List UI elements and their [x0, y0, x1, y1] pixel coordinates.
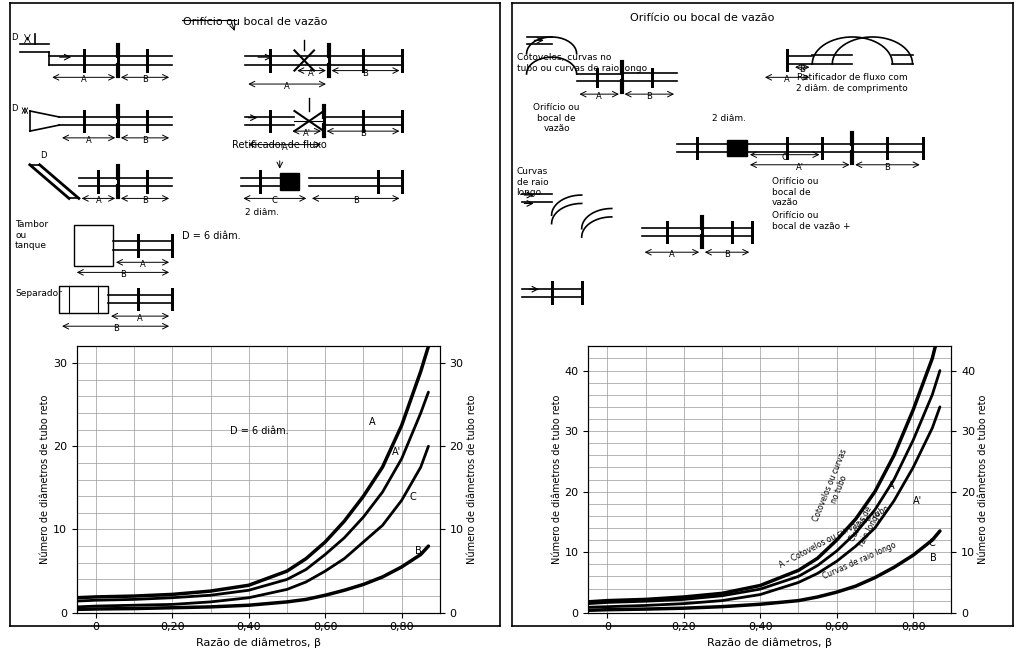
Text: Orifício ou
bocal de vazão +: Orifício ou bocal de vazão +: [772, 211, 851, 230]
Bar: [59, 286, 108, 313]
Text: A: A: [888, 481, 895, 491]
Y-axis label: Número de diâmetros de tubo reto: Número de diâmetros de tubo reto: [466, 395, 477, 564]
Text: Cotovelos ou curvas
no tubo: Cotovelos ou curvas no tubo: [811, 448, 858, 527]
Text: 2 diâm.: 2 diâm.: [712, 114, 746, 123]
Text: A: A: [140, 260, 145, 269]
Y-axis label: Número de diâmetros de tubo reto: Número de diâmetros de tubo reto: [551, 395, 562, 564]
Text: Retificador de fluxo: Retificador de fluxo: [232, 140, 327, 150]
Text: D: D: [11, 33, 17, 43]
Text: Orifício ou bocal de vazão: Orifício ou bocal de vazão: [630, 13, 774, 23]
Text: Retificador de fluxo com
2 diâm. de comprimento: Retificador de fluxo com 2 diâm. de comp…: [797, 73, 908, 93]
Bar: [74, 225, 114, 266]
Bar: [727, 140, 747, 157]
Text: B: B: [415, 546, 421, 557]
Text: A – Cotovelos ou curvas no tubo: A – Cotovelos ou curvas no tubo: [777, 503, 890, 569]
Text: B: B: [799, 65, 805, 75]
Text: C: C: [782, 153, 788, 162]
Text: A: A: [669, 250, 675, 259]
Text: B: B: [120, 270, 126, 280]
Text: B: B: [142, 136, 148, 145]
Text: B: B: [360, 129, 366, 138]
Text: A: A: [281, 143, 287, 152]
Text: D = 6 diâm.: D = 6 diâm.: [182, 230, 240, 241]
Text: Curvas de
raio longo: Curvas de raio longo: [848, 505, 883, 548]
Text: A: A: [785, 75, 790, 85]
X-axis label: Razão de diâmetros, β: Razão de diâmetros, β: [195, 638, 321, 649]
Text: B: B: [113, 324, 119, 333]
Text: C: C: [409, 492, 416, 502]
Text: Orifício ou
bocal de
vazão: Orifício ou bocal de vazão: [533, 103, 580, 133]
Text: Cotovelos, curvas no
tubo ou curvas de raio longo: Cotovelos, curvas no tubo ou curvas de r…: [517, 53, 647, 73]
Text: Separador: Separador: [15, 289, 62, 298]
Text: D: D: [40, 151, 46, 160]
Text: D: D: [11, 104, 17, 113]
Text: Orifício ou
bocal de
vazão: Orifício ou bocal de vazão: [772, 177, 818, 207]
Text: B: B: [930, 553, 937, 563]
Text: B: B: [724, 250, 730, 259]
Text: B: B: [353, 196, 359, 205]
Y-axis label: Número de diâmetros de tubo reto: Número de diâmetros de tubo reto: [40, 395, 50, 564]
Text: A': A': [308, 69, 315, 78]
Y-axis label: Número de diâmetros de tubo reto: Número de diâmetros de tubo reto: [978, 395, 988, 564]
Text: Curvas de raio longo: Curvas de raio longo: [821, 541, 897, 581]
Text: Orifício ou bocal de vazão: Orifício ou bocal de vazão: [183, 17, 327, 27]
Text: C: C: [272, 196, 278, 205]
Text: A: A: [81, 75, 87, 85]
Text: A: A: [86, 136, 91, 145]
X-axis label: Razão de diâmetros, β: Razão de diâmetros, β: [707, 638, 833, 649]
Text: A: A: [95, 196, 101, 205]
Text: A: A: [369, 418, 375, 428]
Text: 2 diâm.: 2 diâm.: [246, 208, 279, 217]
Text: A': A': [796, 163, 804, 172]
Text: A: A: [284, 82, 290, 91]
Text: A: A: [137, 314, 143, 323]
Text: A': A': [914, 496, 923, 505]
Text: Curvas
de raio
longo: Curvas de raio longo: [517, 167, 548, 197]
Text: B: B: [885, 163, 890, 172]
Text: D = 6 diâm.: D = 6 diâm.: [229, 426, 288, 436]
Text: C: C: [929, 538, 935, 548]
Text: B: B: [362, 69, 368, 78]
Text: A': A': [303, 129, 311, 138]
Text: B: B: [142, 196, 148, 205]
Text: B: B: [647, 92, 653, 101]
Text: B: B: [142, 75, 148, 85]
Bar: [279, 173, 300, 190]
Text: A: A: [596, 92, 603, 101]
Text: A': A': [392, 446, 401, 457]
Text: Tambor
ou
tanque: Tambor ou tanque: [15, 220, 48, 250]
